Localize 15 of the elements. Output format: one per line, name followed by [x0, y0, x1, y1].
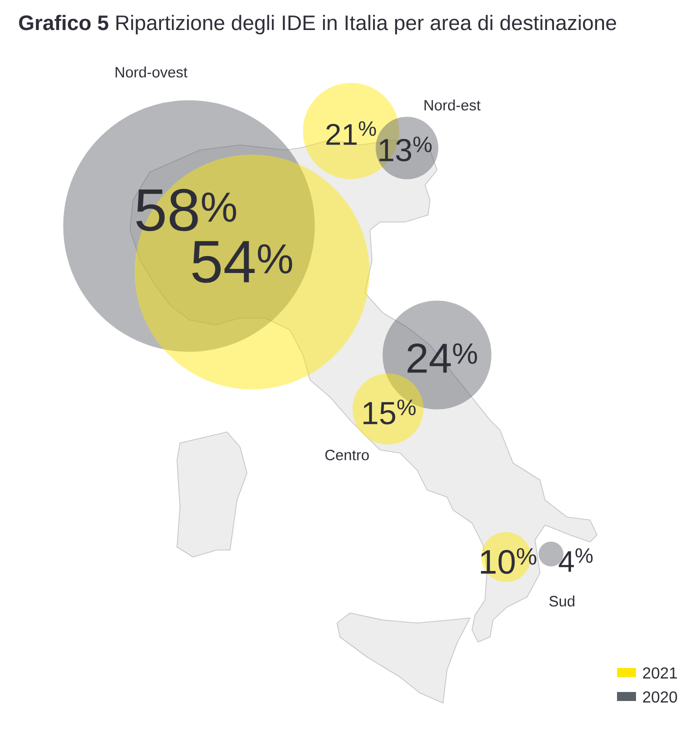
data-label: 58$^{%}$: [136, 188, 236, 232]
category-label: Nord-ovest: [116, 66, 188, 78]
category-label: Centro: [325, 450, 369, 460]
legend-label: 2020: [643, 691, 678, 703]
data-label: 24$^{%}$: [408, 343, 478, 373]
data-label: 10$^{%}$: [480, 548, 536, 574]
category-label: Sud: [549, 596, 574, 606]
category-label: Nord-est: [424, 100, 481, 110]
data-label: 4$^{%}$: [558, 548, 593, 572]
data-label: 21$^{%}$: [326, 121, 376, 145]
legend-label: 2021: [643, 667, 677, 679]
text: Grafico 5 Ripartizione degli IDE in Italia per area di destinazione: [19, 14, 616, 34]
data-label: 15$^{%}$: [364, 400, 416, 424]
data-label: 54$^{%}$: [192, 241, 292, 283]
data-label: 13$^{%}$: [380, 136, 432, 162]
